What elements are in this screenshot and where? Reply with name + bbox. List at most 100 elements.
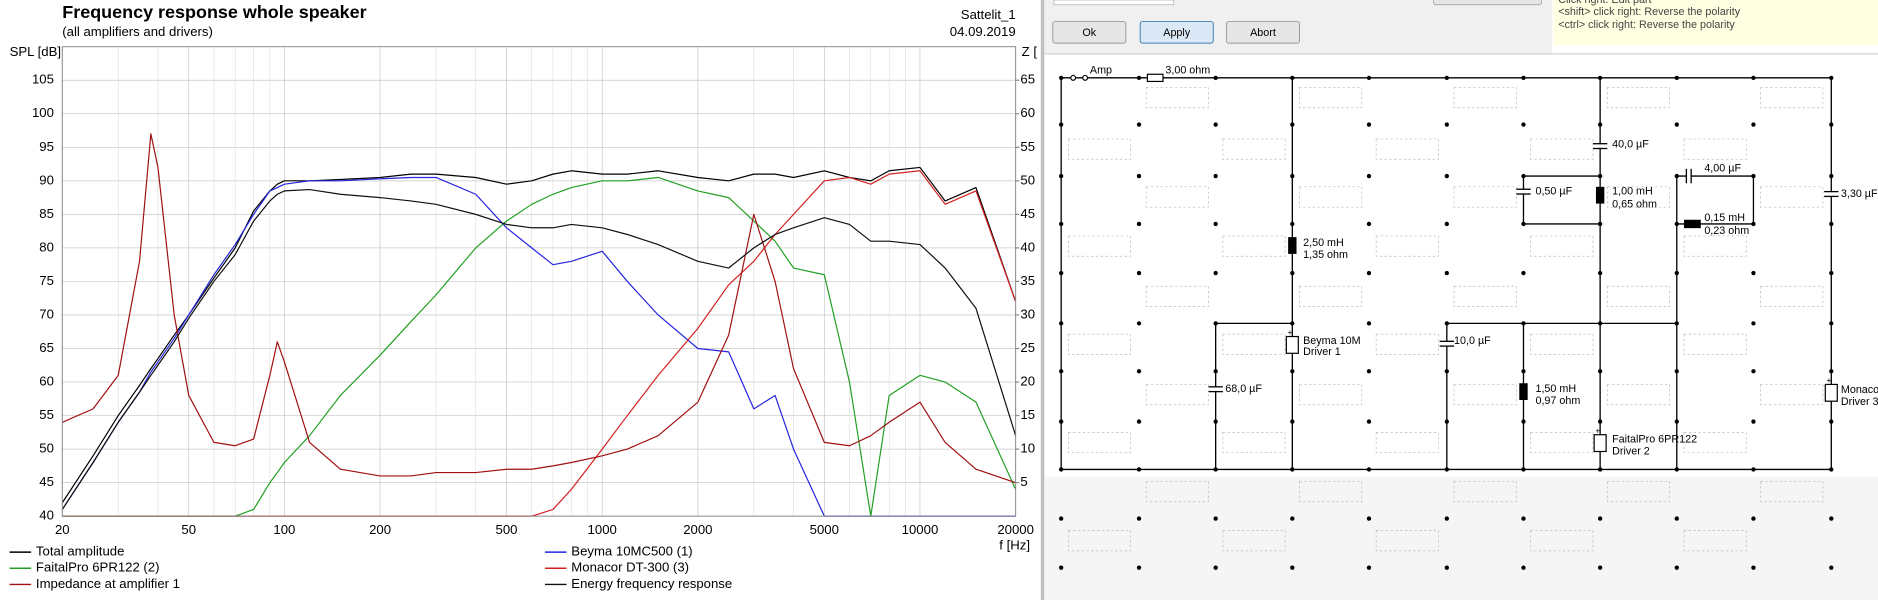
y-tick-label: 95 — [39, 139, 54, 154]
placeholder-box — [1453, 384, 1517, 406]
resistor[interactable] — [1146, 73, 1164, 83]
grid-node — [1444, 467, 1449, 472]
grid-node — [1136, 467, 1142, 472]
grid-node — [1597, 419, 1603, 424]
placeholder-box — [1375, 138, 1439, 160]
placeholder-box — [1453, 481, 1517, 503]
amp-terminal — [1070, 74, 1077, 81]
grid-node — [1674, 122, 1679, 127]
placeholder-box — [1222, 138, 1286, 160]
component-label: 0,15 mH — [1704, 212, 1745, 224]
grid-node — [1136, 173, 1142, 179]
inductor[interactable] — [1288, 237, 1297, 254]
ui: Ok Apply Abort Click right: Edit part<shift… — [1052, 0, 1741, 44]
circuit: + + + Amp 3,00 ohm 40,0 µF 4,00 µF 3,30 µF 0,50 … — [1059, 65, 1878, 570]
y2-tick-label: 35 — [1020, 273, 1035, 288]
component-label: 10,0 µF — [1454, 335, 1491, 347]
grid-node — [1829, 419, 1834, 424]
grid-node — [1366, 270, 1372, 276]
grid-node — [1674, 565, 1679, 570]
y-tick-label: 45 — [39, 474, 54, 489]
placeholder-box — [1375, 333, 1439, 355]
grid-node — [1597, 516, 1603, 521]
button[interactable]: Abort — [1225, 21, 1300, 44]
button-label[interactable]: Apply — [1163, 27, 1191, 39]
grid-node — [1829, 173, 1834, 179]
placeholder-box — [1145, 186, 1209, 208]
grid-node — [1521, 516, 1526, 521]
placeholder-box — [1530, 235, 1594, 257]
driver-polarity: + — [1826, 375, 1831, 385]
y-tick-label: 90 — [39, 172, 54, 187]
placeholder-box — [1145, 481, 1209, 503]
y2-tick-label: 45 — [1020, 206, 1035, 221]
driver[interactable] — [1593, 434, 1607, 453]
placeholder-box — [1222, 235, 1286, 257]
legend-label: Energy frequency response — [571, 576, 732, 591]
placeholder-box — [1606, 186, 1670, 208]
placeholder-box — [1375, 530, 1439, 552]
grid-node — [1366, 419, 1372, 424]
placeholder-box — [1067, 431, 1131, 454]
placeholder-box — [1760, 285, 1824, 307]
button-label[interactable]: Ok — [1082, 27, 1096, 39]
y2-tick-label: 65 — [1020, 72, 1035, 87]
button-face[interactable] — [1139, 21, 1214, 44]
y2-tick-label: 5 — [1020, 474, 1027, 489]
grid-node — [1829, 369, 1834, 374]
placeholder-box — [1067, 235, 1131, 257]
legend-label: FaitalPro 6PR122 (2) — [36, 560, 160, 575]
grid-node — [1751, 75, 1756, 80]
x-axis-label: f [Hz] — [999, 538, 1030, 553]
placeholder-box — [1606, 87, 1670, 109]
button-label[interactable]: Abort — [1250, 27, 1276, 39]
grid-node — [1213, 122, 1218, 127]
button[interactable]: Ok — [1052, 21, 1127, 44]
y2-tick-label: 25 — [1020, 340, 1035, 355]
button-face[interactable] — [1052, 21, 1127, 44]
grid-node — [1751, 221, 1756, 227]
splitter — [1040, 0, 1045, 600]
hint-text: <shift> click right: Reverse the polarit… — [1558, 6, 1741, 18]
y2-tick-label: 15 — [1020, 407, 1035, 422]
grid-node — [1213, 75, 1218, 80]
grid-node — [1674, 221, 1679, 227]
placeholder-box — [1299, 87, 1363, 109]
inductor[interactable] — [1595, 186, 1605, 204]
grid-node — [1597, 75, 1603, 80]
grid-node — [1213, 565, 1218, 570]
project-name: Sattelit_1 — [961, 7, 1016, 22]
grid-node — [1597, 369, 1603, 374]
grid-node — [1829, 516, 1834, 521]
y2-tick-label: 60 — [1020, 105, 1035, 120]
placeholder-box — [1606, 285, 1670, 307]
y2-tick-label: 30 — [1020, 306, 1035, 321]
button-face[interactable] — [1225, 21, 1300, 44]
y-tick-label: 70 — [39, 306, 54, 321]
component-label: Driver 1 — [1303, 346, 1341, 358]
grid-node — [1366, 221, 1372, 227]
inductor[interactable] — [1519, 383, 1528, 400]
button[interactable]: Apply — [1139, 21, 1214, 44]
component-label: Amp — [1090, 65, 1112, 77]
grid-node — [1136, 321, 1142, 326]
driver[interactable] — [1285, 335, 1299, 354]
component-label: 1,35 ohm — [1303, 249, 1348, 261]
grid-node — [1213, 270, 1218, 276]
amp-terminal — [1082, 74, 1089, 81]
grid-node — [1597, 173, 1603, 179]
placeholder-box — [1453, 186, 1517, 208]
grid-node — [1674, 516, 1679, 521]
grid-node — [1059, 75, 1064, 80]
grid-node — [1444, 75, 1449, 80]
grid-node — [1059, 221, 1064, 227]
grid-node — [1059, 173, 1064, 179]
placeholder-box — [1760, 87, 1824, 109]
grid-node — [1444, 321, 1449, 326]
grid-node — [1444, 369, 1449, 374]
driver[interactable] — [1824, 383, 1838, 402]
y2-tick-label: 50 — [1020, 172, 1035, 187]
cropped-button[interactable] — [1433, 0, 1542, 6]
inductor[interactable] — [1683, 219, 1701, 229]
grid-node — [1059, 565, 1064, 570]
